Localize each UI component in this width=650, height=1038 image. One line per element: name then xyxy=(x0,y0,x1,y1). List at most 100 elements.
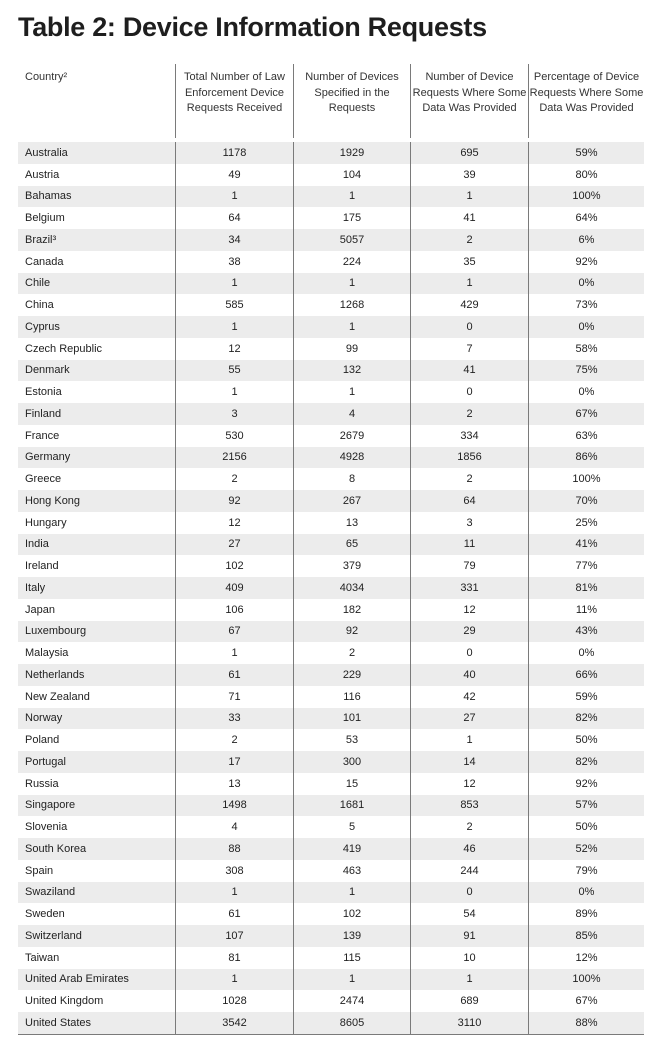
cell-devices-specified: 92 xyxy=(293,620,410,643)
cell-requests-provided: 46 xyxy=(410,838,528,860)
cell-devices-specified: 1681 xyxy=(293,794,410,817)
cell-devices-specified: 1 xyxy=(293,381,410,403)
cell-requests-provided: 2 xyxy=(410,816,528,838)
cell-requests-provided: 27 xyxy=(410,707,528,730)
cell-percentage-provided: 82% xyxy=(528,707,644,730)
table-row: Taiwan 81 115 10 12% xyxy=(18,946,644,969)
cell-requests-provided: 695 xyxy=(410,142,528,164)
cell-country: Ireland xyxy=(25,560,59,573)
cell-requests-provided: 0 xyxy=(410,316,528,338)
cell-country: Estonia xyxy=(25,386,62,399)
page-title: Table 2: Device Information Requests xyxy=(18,12,487,42)
cell-total-requests: 12 xyxy=(175,511,293,534)
table-row: Spain 308 463 244 79% xyxy=(18,859,644,882)
cell-requests-provided: 0 xyxy=(410,381,528,403)
table-row: Finland 3 4 2 67% xyxy=(18,403,644,425)
cell-devices-specified: 13 xyxy=(293,511,410,534)
cell-total-requests: 1 xyxy=(175,272,293,295)
cell-percentage-provided: 85% xyxy=(528,925,644,947)
cell-devices-specified: 53 xyxy=(293,729,410,751)
cell-country: China xyxy=(25,299,54,312)
table-row: Swaziland 1 1 0 0% xyxy=(18,881,644,904)
cell-total-requests: 106 xyxy=(175,598,293,621)
cell-total-requests: 1 xyxy=(175,185,293,208)
table-row: Hong Kong 92 267 64 70% xyxy=(18,490,644,512)
cell-devices-specified: 1 xyxy=(293,881,410,904)
cell-percentage-provided: 52% xyxy=(528,838,644,860)
cell-devices-specified: 5 xyxy=(293,816,410,838)
cell-devices-specified: 1 xyxy=(293,316,410,338)
table-bottom-rule xyxy=(18,1033,644,1035)
cell-total-requests: 1 xyxy=(175,968,293,991)
cell-requests-provided: 42 xyxy=(410,685,528,708)
cell-country: Malaysia xyxy=(25,647,69,660)
table-row: Bahamas 1 1 1 100% xyxy=(18,185,644,208)
cell-devices-specified: 104 xyxy=(293,163,410,186)
cell-total-requests: 13 xyxy=(175,772,293,795)
cell-percentage-provided: 100% xyxy=(528,185,644,208)
table-row: New Zealand 71 116 42 59% xyxy=(18,685,644,708)
cell-total-requests: 1 xyxy=(175,381,293,403)
table-row: United Arab Emirates 1 1 1 100% xyxy=(18,968,644,991)
cell-percentage-provided: 6% xyxy=(528,229,644,251)
table-row: Luxembourg 67 92 29 43% xyxy=(18,620,644,643)
table-row: Hungary 12 13 3 25% xyxy=(18,511,644,534)
cell-country: Cyprus xyxy=(25,320,60,333)
table-row: Russia 13 15 12 92% xyxy=(18,772,644,795)
cell-country: Japan xyxy=(25,603,55,616)
cell-country: Germany xyxy=(25,451,71,464)
cell-country: Russia xyxy=(25,777,59,790)
cell-total-requests: 61 xyxy=(175,664,293,686)
cell-devices-specified: 175 xyxy=(293,207,410,229)
cell-requests-provided: 853 xyxy=(410,794,528,817)
cell-country: Taiwan xyxy=(25,951,60,964)
cell-country: Australia xyxy=(25,146,68,159)
cell-country: Portugal xyxy=(25,755,66,768)
cell-requests-provided: 11 xyxy=(410,533,528,556)
cell-requests-provided: 1 xyxy=(410,968,528,991)
cell-total-requests: 33 xyxy=(175,707,293,730)
cell-requests-provided: 429 xyxy=(410,294,528,316)
cell-requests-provided: 91 xyxy=(410,925,528,947)
cell-country: United States xyxy=(25,1016,92,1029)
cell-requests-provided: 2 xyxy=(410,229,528,251)
cell-total-requests: 34 xyxy=(175,229,293,251)
cell-percentage-provided: 57% xyxy=(528,794,644,817)
cell-devices-specified: 419 xyxy=(293,838,410,860)
table-row: Czech Republic 12 99 7 58% xyxy=(18,337,644,360)
cell-total-requests: 4 xyxy=(175,816,293,838)
cell-devices-specified: 300 xyxy=(293,751,410,773)
table-row: Greece 2 8 2 100% xyxy=(18,468,644,490)
cell-percentage-provided: 0% xyxy=(528,272,644,295)
cell-devices-specified: 463 xyxy=(293,859,410,882)
cell-requests-provided: 54 xyxy=(410,903,528,925)
cell-total-requests: 102 xyxy=(175,555,293,577)
cell-country: Canada xyxy=(25,255,64,268)
cell-requests-provided: 39 xyxy=(410,163,528,186)
cell-requests-provided: 0 xyxy=(410,881,528,904)
cell-percentage-provided: 77% xyxy=(528,555,644,577)
cell-percentage-provided: 100% xyxy=(528,968,644,991)
cell-country: Denmark xyxy=(25,364,70,377)
cell-total-requests: 1 xyxy=(175,642,293,664)
cell-requests-provided: 1 xyxy=(410,729,528,751)
header-devices-specified: Number of Devices Specified in the Reque… xyxy=(293,64,410,138)
cell-total-requests: 2 xyxy=(175,468,293,490)
table-row: United Kingdom 1028 2474 689 67% xyxy=(18,990,644,1012)
table-row: India 27 65 11 41% xyxy=(18,533,644,556)
table-body: Australia 1178 1929 695 59% Austria 49 104 39 80%… xyxy=(18,142,644,1035)
cell-devices-specified: 1 xyxy=(293,968,410,991)
cell-country: France xyxy=(25,429,60,442)
cell-devices-specified: 102 xyxy=(293,903,410,925)
cell-devices-specified: 139 xyxy=(293,925,410,947)
cell-requests-provided: 244 xyxy=(410,859,528,882)
cell-requests-provided: 1 xyxy=(410,185,528,208)
table-row: Belgium 64 175 41 64% xyxy=(18,207,644,229)
cell-country: Chile xyxy=(25,277,51,290)
cell-country: Spain xyxy=(25,864,54,877)
cell-country: Poland xyxy=(25,734,60,747)
table-row: Singapore 1498 1681 853 57% xyxy=(18,794,644,817)
cell-requests-provided: 0 xyxy=(410,642,528,664)
table-row: Portugal 17 300 14 82% xyxy=(18,751,644,773)
cell-total-requests: 1178 xyxy=(175,142,293,164)
